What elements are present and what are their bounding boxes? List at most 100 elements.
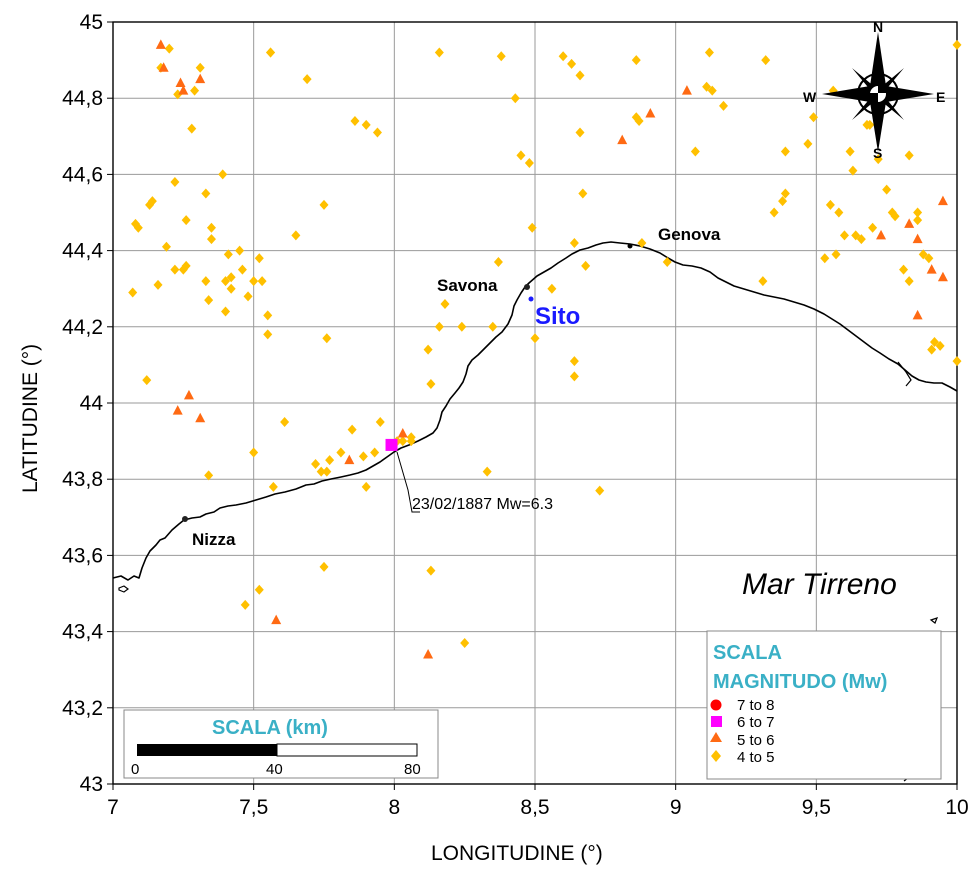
- event-marker-mw-4-5: [268, 481, 278, 492]
- event-marker-mw-4-5: [882, 184, 892, 195]
- event-marker-mw-4-5: [153, 279, 163, 290]
- event-marker-mw-4-5: [558, 51, 568, 62]
- city-marker-genova: [627, 243, 633, 249]
- legend-frame: [706, 630, 942, 780]
- event-marker-mw-4-5: [834, 207, 844, 218]
- event-marker-mw-4-5: [567, 58, 577, 69]
- event-marker-mw-4-5: [170, 177, 180, 188]
- event-marker-mw-4-5: [161, 241, 171, 252]
- y-tick-label: 44,2: [62, 316, 103, 339]
- legend-label-5-6: 5 to 6: [737, 732, 775, 749]
- event-marker-mw-4-5: [370, 447, 380, 458]
- event-marker-mw-4-5: [336, 447, 346, 458]
- event-marker-mw-4-5: [839, 230, 849, 241]
- event-marker-mw-4-5: [434, 47, 444, 58]
- event-marker-mw-5-6: [397, 427, 408, 438]
- event-marker-mw-4-5: [311, 458, 321, 469]
- city-marker-savona: [524, 284, 530, 290]
- x-tick-label: 8: [388, 796, 400, 819]
- event-marker-mw-4-5: [780, 188, 790, 199]
- y-tick-label: 44,8: [62, 87, 103, 110]
- event-marker-mw-4-5: [322, 333, 332, 344]
- event-marker-mw-4-5: [204, 295, 214, 306]
- event-marker-mw-4-5: [350, 116, 360, 127]
- city-genova: Genova: [627, 225, 721, 249]
- event-marker-mw-6-7: [385, 438, 398, 451]
- city-label-genova: Genova: [658, 225, 721, 244]
- event-marker-mw-4-5: [243, 291, 253, 302]
- event-marker-mw-4-5: [690, 146, 700, 157]
- x-tick-label: 8,5: [520, 796, 549, 819]
- event-marker-mw-4-5: [240, 599, 250, 610]
- event-marker-mw-4-5: [547, 283, 557, 294]
- event-marker-mw-4-5: [493, 257, 503, 268]
- site-marker: [528, 296, 534, 302]
- x-tick-label: 7,5: [239, 796, 268, 819]
- city-savona: Savona: [437, 276, 530, 295]
- event-marker-mw-4-5: [223, 249, 233, 260]
- event-marker-mw-4-5: [423, 344, 433, 355]
- event-marker-mw-4-5: [263, 310, 273, 321]
- event-marker-mw-4-5: [578, 188, 588, 199]
- event-marker-mw-5-6: [937, 271, 948, 282]
- event-marker-mw-5-6: [876, 229, 887, 240]
- event-marker-mw-4-5: [820, 253, 830, 264]
- event-marker-mw-5-6: [344, 454, 355, 465]
- event-marker-mw-4-5: [496, 51, 506, 62]
- event-marker-mw-5-6: [645, 107, 656, 118]
- event-marker-mw-4-5: [221, 306, 231, 317]
- historic-event-annotation: 23/02/1887 Mw=6.3: [396, 451, 553, 513]
- x-axis-title: LONGITUDINE (°): [431, 842, 603, 865]
- event-marker-mw-5-6: [423, 648, 434, 659]
- event-marker-mw-4-5: [316, 466, 326, 477]
- event-marker-mw-4-5: [890, 211, 900, 222]
- event-marker-mw-4-5: [201, 276, 211, 287]
- compass-needle-north: [870, 32, 886, 86]
- annotation-label: 23/02/1887 Mw=6.3: [412, 496, 553, 513]
- event-marker-mw-4-5: [704, 47, 714, 58]
- compass-rose: N S E W: [803, 19, 945, 161]
- event-marker-mw-4-5: [935, 340, 945, 351]
- event-marker-mw-4-5: [361, 481, 371, 492]
- scale-bar-label-80: 80: [404, 761, 421, 778]
- event-marker-mw-4-5: [913, 215, 923, 226]
- event-marker-mw-4-5: [924, 253, 934, 264]
- event-marker-mw-4-5: [206, 222, 216, 233]
- event-marker-mw-4-5: [868, 222, 878, 233]
- event-marker-mw-4-5: [761, 55, 771, 66]
- y-tick-label: 43,8: [62, 468, 103, 491]
- event-marker-mw-4-5: [845, 146, 855, 157]
- event-marker-mw-5-6: [175, 77, 186, 87]
- event-marker-mw-4-5: [575, 70, 585, 81]
- site-label: Sito: [535, 303, 580, 330]
- event-marker-mw-4-5: [569, 356, 579, 367]
- event-marker-mw-4-5: [637, 237, 647, 248]
- event-marker-mw-4-5: [195, 62, 205, 73]
- compass-center-fill: [869, 93, 878, 103]
- event-marker-mw-4-5: [133, 222, 143, 233]
- y-tick-label: 45: [80, 11, 103, 34]
- scale-bar-white-segment: [276, 743, 418, 757]
- event-marker-mw-5-6: [904, 218, 915, 228]
- event-marker-mw-4-5: [372, 127, 382, 138]
- earthquake-markers: [128, 39, 962, 659]
- event-marker-mw-4-5: [190, 85, 200, 96]
- event-marker-mw-5-6: [912, 233, 923, 244]
- scale-bar-black-segment: [137, 744, 277, 756]
- event-marker-mw-4-5: [707, 85, 717, 96]
- event-marker-mw-4-5: [237, 264, 247, 275]
- event-marker-mw-4-5: [595, 485, 605, 496]
- event-marker-mw-5-6: [158, 62, 169, 72]
- event-marker-mw-4-5: [516, 150, 526, 161]
- event-marker-mw-4-5: [319, 561, 329, 572]
- scale-bar-label-40: 40: [266, 761, 283, 778]
- magnitude-legend: SCALA MAGNITUDO (Mw) 7 to 8 6 to 7 5 to …: [706, 630, 942, 780]
- axis-tick-labels: 7 7,5 8 8,5 9 9,5 10 43 43,2 43,4 43,6 43,8 44 44,2 44…: [62, 11, 969, 819]
- event-marker-mw-5-6: [195, 412, 206, 423]
- scale-bar-title: SCALA (km): [212, 717, 328, 739]
- event-marker-mw-4-5: [488, 321, 498, 332]
- event-marker-mw-5-6: [681, 85, 692, 95]
- event-marker-mw-4-5: [426, 565, 436, 576]
- event-marker-mw-4-5: [662, 257, 672, 268]
